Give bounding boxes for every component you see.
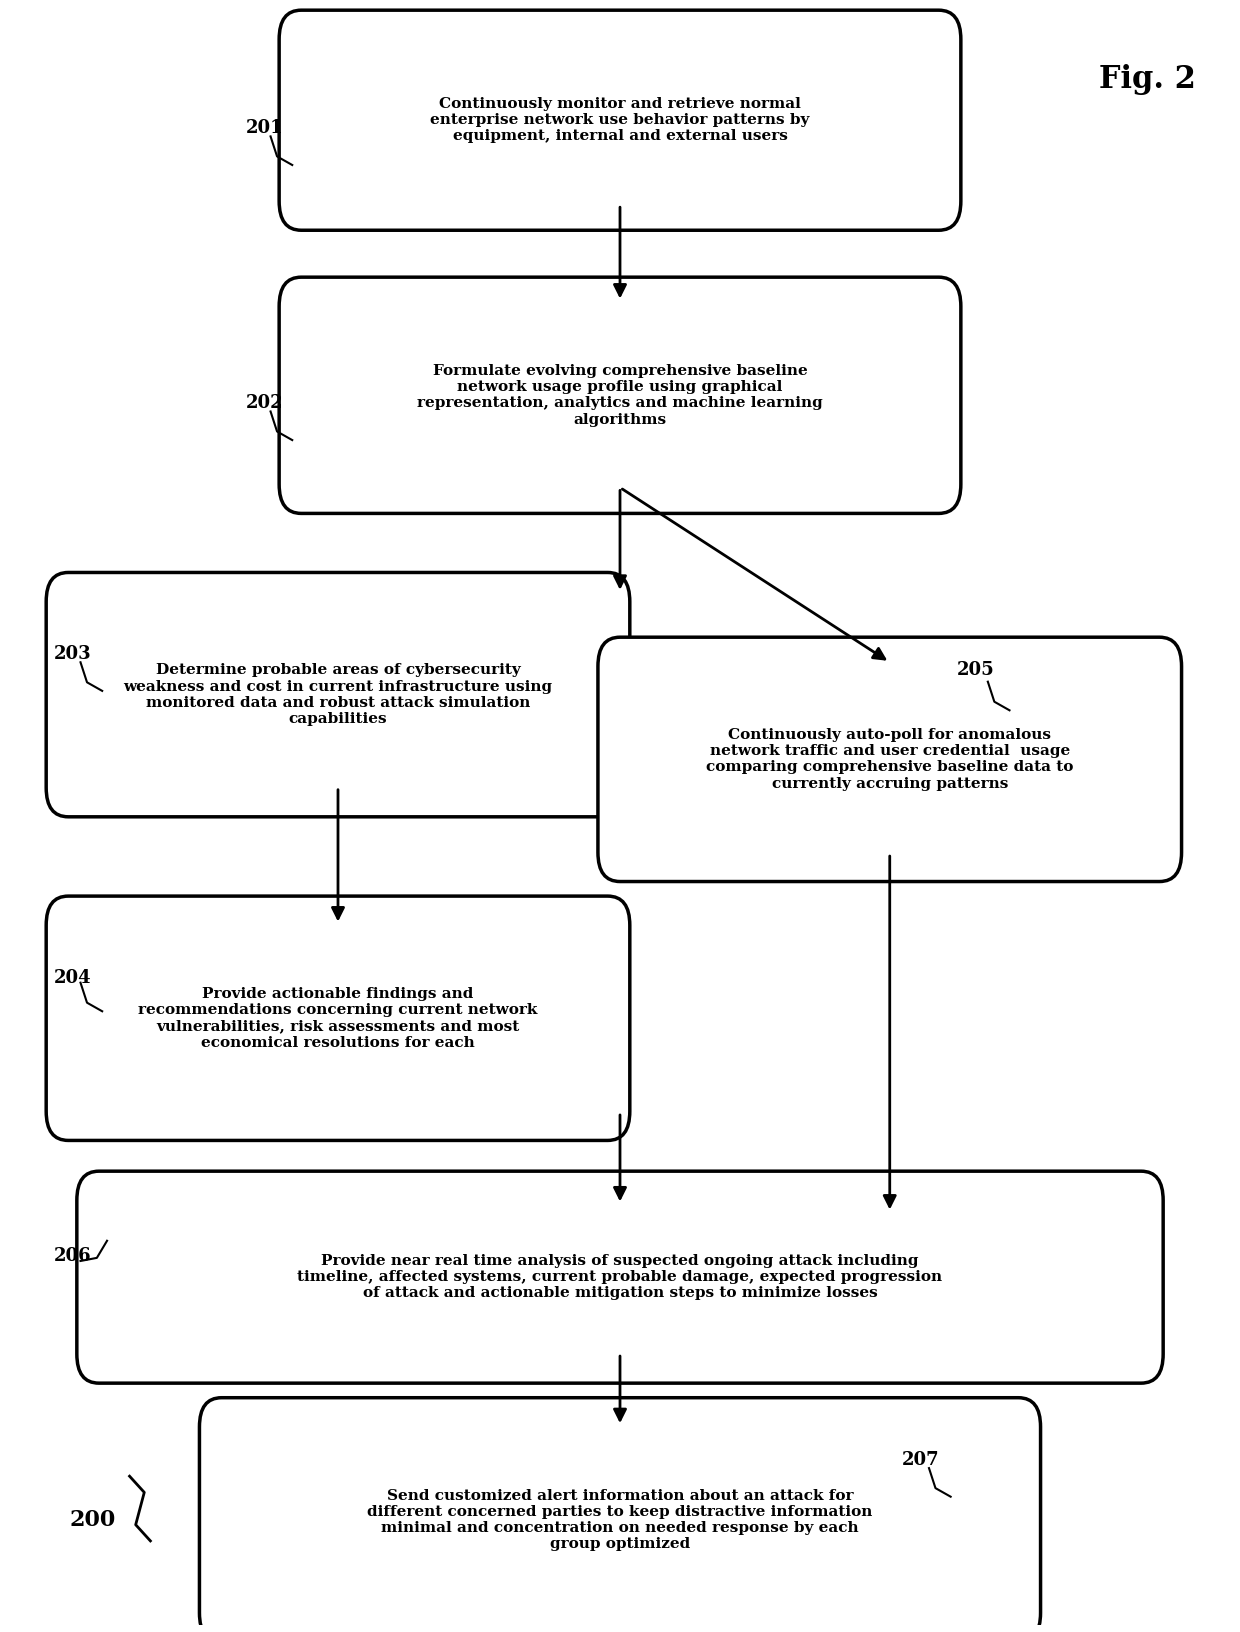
Text: Continuously monitor and retrieve normal
enterprise network use behavior pattern: Continuously monitor and retrieve normal… <box>430 96 810 144</box>
FancyBboxPatch shape <box>200 1397 1040 1632</box>
FancyBboxPatch shape <box>279 277 961 514</box>
FancyBboxPatch shape <box>46 573 630 816</box>
Text: Determine probable areas of cybersecurity
weakness and cost in current infrastru: Determine probable areas of cybersecurit… <box>124 663 553 726</box>
Text: 203: 203 <box>53 645 92 663</box>
FancyBboxPatch shape <box>77 1172 1163 1384</box>
Text: Fig. 2: Fig. 2 <box>1100 64 1197 95</box>
Text: Provide actionable findings and
recommendations concerning current network
vulne: Provide actionable findings and recommen… <box>139 987 538 1049</box>
Text: 202: 202 <box>246 395 284 413</box>
Text: Continuously auto-poll for anomalous
network traffic and user credential  usage
: Continuously auto-poll for anomalous net… <box>706 728 1074 790</box>
Text: 206: 206 <box>53 1247 92 1265</box>
FancyBboxPatch shape <box>46 896 630 1141</box>
Text: 207: 207 <box>901 1451 940 1469</box>
FancyBboxPatch shape <box>598 636 1182 881</box>
Text: 200: 200 <box>69 1510 115 1531</box>
Text: Formulate evolving comprehensive baseline
network usage profile using graphical
: Formulate evolving comprehensive baselin… <box>417 364 823 426</box>
Text: Send customized alert information about an attack for
different concerned partie: Send customized alert information about … <box>367 1488 873 1550</box>
Text: 205: 205 <box>957 661 994 679</box>
FancyBboxPatch shape <box>279 10 961 230</box>
Text: Provide near real time analysis of suspected ongoing attack including
timeline, : Provide near real time analysis of suspe… <box>298 1253 942 1301</box>
Text: 201: 201 <box>246 119 284 137</box>
Text: 204: 204 <box>53 969 92 987</box>
